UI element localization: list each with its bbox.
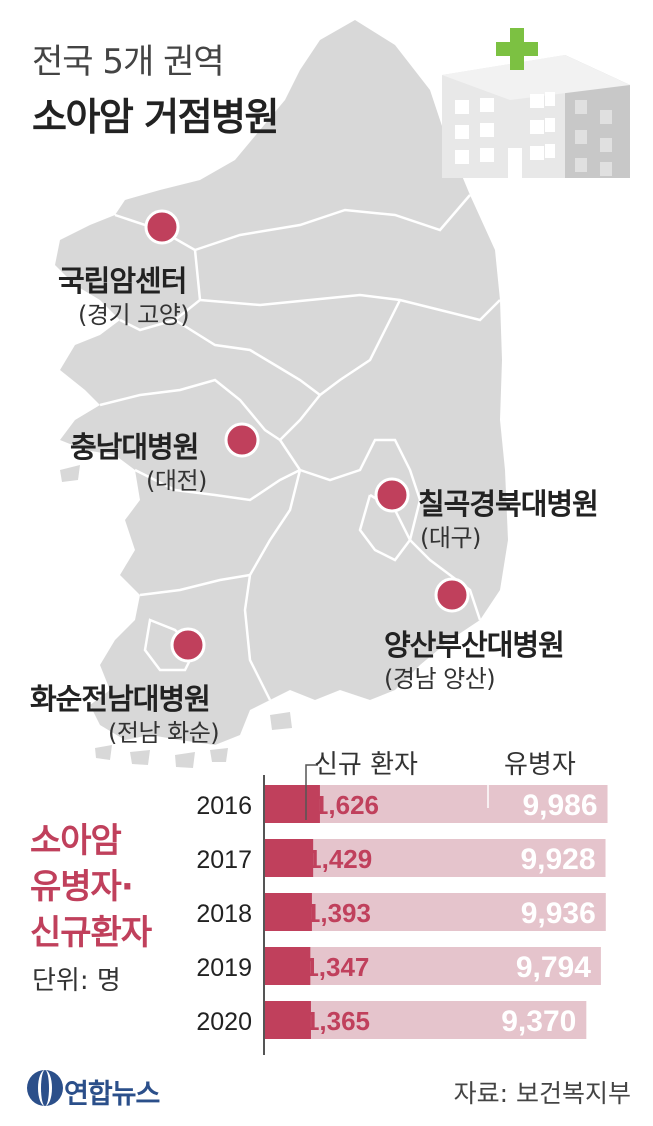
title-line-1: 전국 5개 권역: [32, 42, 225, 82]
value-prevalence-2017: 9,928: [520, 843, 595, 876]
hospital-location-2: (대전): [146, 467, 207, 495]
bar-new-2020: [264, 1001, 311, 1039]
value-prevalence-2018: 9,936: [521, 897, 596, 930]
green-cross-icon: [496, 28, 538, 70]
bar-new-2018: [264, 893, 312, 931]
hospital-markers: [144, 209, 470, 663]
year-label-2019: 2019: [196, 954, 252, 982]
marker-hospital-5: [170, 627, 206, 663]
marker-hospital-2: [224, 422, 260, 458]
bar-new-2019: [264, 947, 311, 985]
page-title: 소아암 거점병원: [32, 95, 279, 139]
year-label-2016: 2016: [196, 792, 252, 820]
hospital-name-5: 화순전남대병원: [30, 682, 211, 716]
bar-prevalence-2017: [264, 839, 606, 877]
unit-label: 단위: 명: [32, 966, 121, 996]
value-prevalence-2019: 9,794: [516, 951, 591, 984]
value-prevalence-2020: 9,370: [501, 1005, 576, 1038]
korea-map: [55, 20, 508, 768]
value-new-2018: 1,393: [306, 898, 371, 928]
year-label-2017: 2017: [196, 846, 252, 874]
year-label-2018: 2018: [196, 900, 252, 928]
bar-new-2017: [264, 839, 314, 877]
hospital-location-4: (경남 양산): [384, 665, 496, 693]
hospital-name-2: 충남대병원: [70, 430, 199, 464]
value-new-2016: 1,626: [314, 790, 379, 820]
value-new-2017: 1,429: [307, 844, 372, 874]
value-new-2019: 1,347: [304, 952, 369, 982]
side-title-line-1: 소아암: [30, 821, 122, 861]
marker-hospital-4: [434, 577, 470, 613]
islands: [60, 465, 292, 768]
marker-hospital-3: [374, 477, 410, 513]
side-title-line-3: 신규환자: [30, 913, 152, 953]
hospital-name-1: 국립암센터: [58, 264, 187, 298]
yonhap-logo-icon: [27, 1070, 63, 1106]
map-landmass: [55, 20, 508, 745]
bar-prevalence-2016: [264, 785, 608, 823]
marker-hospital-1: [144, 209, 180, 245]
hospital-building-icon: [442, 28, 630, 178]
hospital-location-5: (전남 화순): [108, 719, 220, 747]
legend-leader-new: [305, 764, 318, 820]
side-title-line-2: 유병자·: [30, 867, 134, 907]
legend-new-patients: 신규 환자: [314, 750, 418, 780]
bar-new-2016: [264, 785, 320, 823]
logo-text: 연합뉴스: [64, 1079, 160, 1110]
year-label-2020: 2020: [196, 1008, 252, 1036]
value-prevalence-2016: 9,986: [522, 789, 597, 822]
bar-chart: 2016 1,626 9,986 2017 1,429 9,928 2018 1,393 9,9…: [196, 764, 608, 1055]
hospital-name-3: 칠곡경북대병원: [418, 487, 599, 521]
bar-prevalence-2018: [264, 893, 606, 931]
legend-prevalence: 유병자: [504, 750, 576, 780]
legend-leader-prevalence: [487, 764, 500, 808]
hospital-name-4: 양산부산대병원: [384, 628, 565, 662]
source-note: 자료: 보건복지부: [453, 1079, 631, 1108]
value-new-2020: 1,365: [305, 1006, 370, 1036]
bar-prevalence-2019: [264, 947, 601, 985]
hospital-location-3: (대구): [420, 524, 481, 552]
bar-prevalence-2020: [264, 1001, 587, 1039]
hospital-location-1: (경기 고양): [78, 301, 190, 329]
